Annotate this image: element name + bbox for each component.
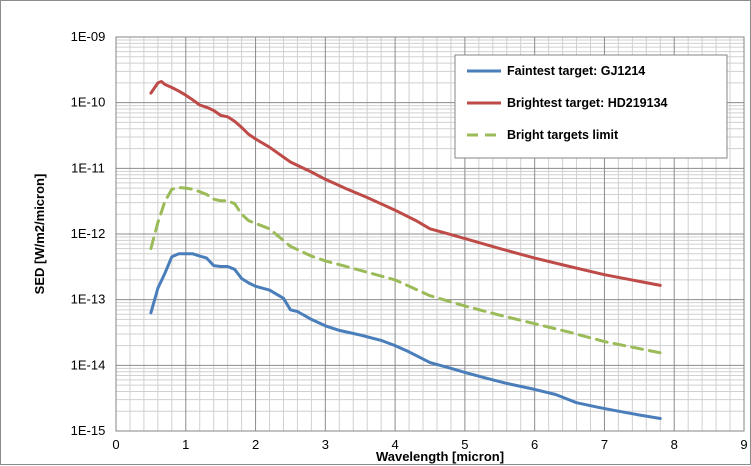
y-tick-label: 1E-11	[71, 160, 105, 175]
x-tick-label: 6	[531, 437, 538, 452]
y-tick-label: 1E-15	[71, 423, 106, 438]
series-line-2	[149, 186, 662, 355]
legend: Faintest target: GJ1214 Brightest target…	[454, 54, 728, 159]
y-tick-label: 1E-12	[71, 226, 106, 241]
y-tick-label: 1E-10	[71, 95, 106, 110]
x-tick-label: 9	[740, 437, 747, 452]
y-tick-label: 1E-13	[71, 292, 106, 307]
x-tick-label: 8	[671, 437, 678, 452]
y-axis-title: SED [W/m2/micron]	[32, 174, 47, 295]
legend-label-faintest: Faintest target: GJ1214	[507, 64, 645, 78]
series-lines	[149, 80, 662, 420]
x-tick-label: 2	[252, 437, 259, 452]
x-tick-label: 4	[391, 437, 398, 452]
x-tick-labels: 0 1 2 3 4 5 6 7 8 9	[112, 437, 747, 452]
y-tick-label: 1E-09	[71, 29, 106, 44]
plot-border	[115, 36, 745, 432]
x-tick-label: 3	[322, 437, 329, 452]
x-tick-label: 0	[112, 437, 119, 452]
series-line-1	[149, 80, 662, 287]
series-line-0	[149, 252, 662, 420]
x-axis-title: Wavelength [micron]	[376, 449, 504, 464]
y-tick-label: 1E-14	[71, 357, 106, 372]
x-tick-label: 5	[461, 437, 468, 452]
legend-label-brightest: Brightest target: HD219134	[507, 96, 668, 110]
x-tick-label: 1	[182, 437, 189, 452]
legend-label-limit: Bright targets limit	[507, 128, 619, 142]
y-tick-labels: 1E-15 1E-14 1E-13 1E-12 1E-11 1E-10 1E-09	[71, 29, 106, 438]
x-tick-label: 7	[601, 437, 608, 452]
